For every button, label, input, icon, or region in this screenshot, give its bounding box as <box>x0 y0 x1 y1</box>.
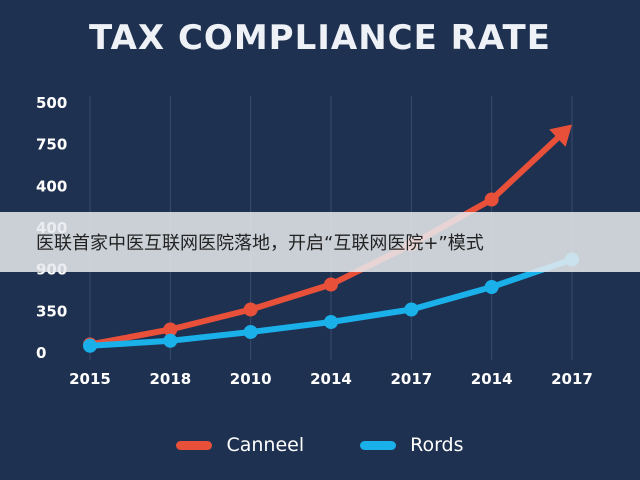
y-tick-label-6: 0 <box>36 344 46 362</box>
legend-label-canneel: Canneel <box>226 434 305 456</box>
point-canneel-3 <box>324 277 338 292</box>
legend-label-rords: Rords <box>410 434 464 456</box>
x-tick-label-4: 2017 <box>390 370 432 388</box>
point-rords-2 <box>243 325 258 339</box>
point-canneel-1 <box>163 322 178 337</box>
legend-swatch-canneel <box>176 440 213 450</box>
x-tick-label-6: 2017 <box>551 370 593 388</box>
point-rords-3 <box>324 315 338 329</box>
point-canneel-2 <box>243 302 258 317</box>
y-tick-label-5: 350 <box>36 302 67 320</box>
x-tick-label-1: 2018 <box>149 370 191 388</box>
point-rords-4 <box>404 302 419 317</box>
x-tick-label-0: 2015 <box>69 370 111 388</box>
legend-item-canneel: Canneel <box>176 434 304 456</box>
overlay-banner: 医联首家中医互联网医院落地，开启“互联网医院+”模式 <box>0 212 640 272</box>
x-axis-ticks: 2015 2018 2010 2014 2017 2014 2017 <box>69 370 593 388</box>
legend-swatch-rords <box>360 440 397 450</box>
point-canneel-5 <box>484 192 499 207</box>
y-tick-label-0: 500 <box>36 94 67 112</box>
y-tick-label-1: 750 <box>36 136 67 154</box>
y-tick-label-2: 400 <box>36 177 67 195</box>
legend: Canneel Rords <box>0 430 640 460</box>
x-tick-label-5: 2014 <box>471 370 513 388</box>
series-layer <box>83 124 579 353</box>
x-tick-label-2: 2010 <box>230 370 272 388</box>
point-rords-0 <box>83 338 97 353</box>
chart-title: TAX COMPLIANCE RATE <box>89 18 551 58</box>
legend-item-rords: Rords <box>360 434 464 456</box>
point-rords-5 <box>484 280 499 294</box>
x-tick-label-3: 2014 <box>310 370 352 388</box>
series-arrowhead-canneel <box>549 124 572 147</box>
banner-text: 医联首家中医互联网医院落地，开启“互联网医院+”模式 <box>36 233 484 254</box>
point-rords-1 <box>163 333 178 348</box>
